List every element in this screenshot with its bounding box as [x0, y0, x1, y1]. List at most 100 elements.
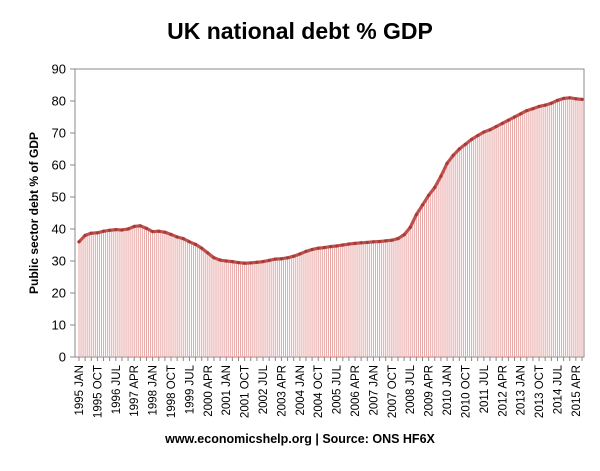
- x-tick-label: 2008 JUL: [405, 364, 417, 414]
- data-point: [500, 121, 504, 125]
- data-point: [132, 224, 136, 229]
- y-tick-label: 70: [52, 126, 66, 141]
- source-caption: www.economicshelp.org | Source: ONS HF6X: [165, 432, 435, 446]
- x-tick-label: 1999 JUL: [184, 364, 196, 414]
- data-point: [77, 240, 81, 244]
- data-point: [126, 227, 130, 231]
- data-point: [469, 137, 474, 141]
- data-point: [494, 125, 498, 129]
- data-point: [420, 203, 425, 207]
- data-point: [384, 239, 388, 243]
- data-point: [549, 101, 553, 105]
- data-point: [138, 224, 142, 228]
- plot-background: [74, 68, 585, 358]
- x-tick-label: 2007 JAN: [368, 365, 380, 416]
- data-point: [574, 97, 578, 101]
- data-point: [267, 258, 271, 262]
- x-tick-label: 2013 JAN: [516, 365, 528, 416]
- data-point: [347, 242, 351, 246]
- data-point: [543, 103, 547, 107]
- x-tick-label: 2015 APR: [571, 365, 583, 417]
- data-point: [255, 260, 259, 264]
- data-point: [335, 244, 339, 248]
- data-point: [83, 233, 87, 237]
- data-point: [212, 256, 216, 260]
- y-tick-label: 30: [52, 254, 66, 269]
- data-point: [108, 228, 112, 232]
- data-point: [439, 174, 443, 178]
- data-point: [353, 241, 357, 245]
- y-tick-label: 60: [52, 158, 66, 173]
- y-axis-ticks: 0 10 20 30 40 50 60 70 80 90: [52, 62, 75, 365]
- data-point: [193, 242, 198, 246]
- x-tick-label: 2013 OCT: [534, 365, 546, 418]
- x-tick-label: 2003 APR: [276, 365, 288, 417]
- x-tick-label: 2005 JUL: [332, 364, 344, 414]
- data-point: [359, 241, 363, 245]
- data-point: [390, 238, 394, 242]
- y-tick-label: 0: [59, 350, 66, 365]
- data-point: [224, 259, 228, 263]
- x-tick-label: 2007 OCT: [387, 365, 399, 418]
- x-tick-label: 1995 JAN: [74, 365, 86, 416]
- data-point: [169, 232, 173, 237]
- x-tick-label: 2006 APR: [350, 365, 362, 417]
- data-point: [261, 260, 265, 264]
- x-tick-label: 2011 JUL: [479, 364, 491, 413]
- data-point: [200, 246, 204, 250]
- chart-title: UK national debt % GDP: [167, 18, 433, 44]
- x-tick-label: 1998 OCT: [166, 365, 178, 418]
- data-point: [457, 147, 461, 151]
- data-point: [181, 237, 185, 241]
- x-tick-label: 1995 OCT: [92, 365, 104, 418]
- data-point: [328, 245, 333, 249]
- x-tick-label: 2004 OCT: [313, 365, 325, 418]
- data-point: [414, 213, 418, 217]
- x-tick-label: 2001 JAN: [221, 365, 233, 416]
- x-tick-label: 1998 JAN: [148, 365, 160, 416]
- data-point: [243, 261, 247, 265]
- y-tick-label: 80: [52, 94, 66, 109]
- y-tick-label: 90: [52, 62, 66, 77]
- data-point: [377, 239, 382, 244]
- data-point: [427, 193, 431, 197]
- data-point: [316, 246, 320, 250]
- data-point: [292, 254, 296, 258]
- y-tick-label: 20: [52, 286, 66, 301]
- data-point: [568, 96, 572, 100]
- data-point: [561, 96, 566, 101]
- data-point: [89, 231, 93, 235]
- data-point: [114, 228, 118, 232]
- data-point: [408, 225, 412, 229]
- data-point: [230, 260, 234, 264]
- data-point: [488, 128, 492, 132]
- data-point: [218, 258, 222, 262]
- plot-area: [74, 68, 585, 358]
- x-tick-label: 2014 JUL: [552, 364, 564, 414]
- data-point: [341, 243, 345, 247]
- data-point: [144, 226, 149, 230]
- x-axis-ticks: 1995 JAN 1995 OCT 1996 JUL 1997 APR 1998 JAN…: [74, 357, 583, 418]
- x-tick-label: 1996 JUL: [111, 364, 123, 414]
- data-point: [402, 233, 406, 237]
- data-point: [187, 240, 192, 244]
- data-point: [175, 235, 179, 239]
- x-tick-label: 2010 OCT: [460, 365, 472, 418]
- data-point: [285, 256, 290, 260]
- data-point: [249, 261, 253, 265]
- data-point: [463, 142, 468, 146]
- data-point: [279, 257, 284, 261]
- series-line: [77, 96, 584, 265]
- y-tick-label: 40: [52, 222, 66, 237]
- data-point: [95, 231, 100, 235]
- data-point: [322, 245, 326, 250]
- data-point: [206, 251, 210, 255]
- data-point: [525, 109, 529, 113]
- x-tick-label: 2002 JUL: [258, 364, 270, 414]
- data-point: [580, 97, 584, 101]
- data-point: [236, 261, 241, 265]
- data-point: [476, 133, 480, 138]
- data-point: [531, 107, 535, 111]
- x-tick-label: 2009 APR: [424, 365, 436, 417]
